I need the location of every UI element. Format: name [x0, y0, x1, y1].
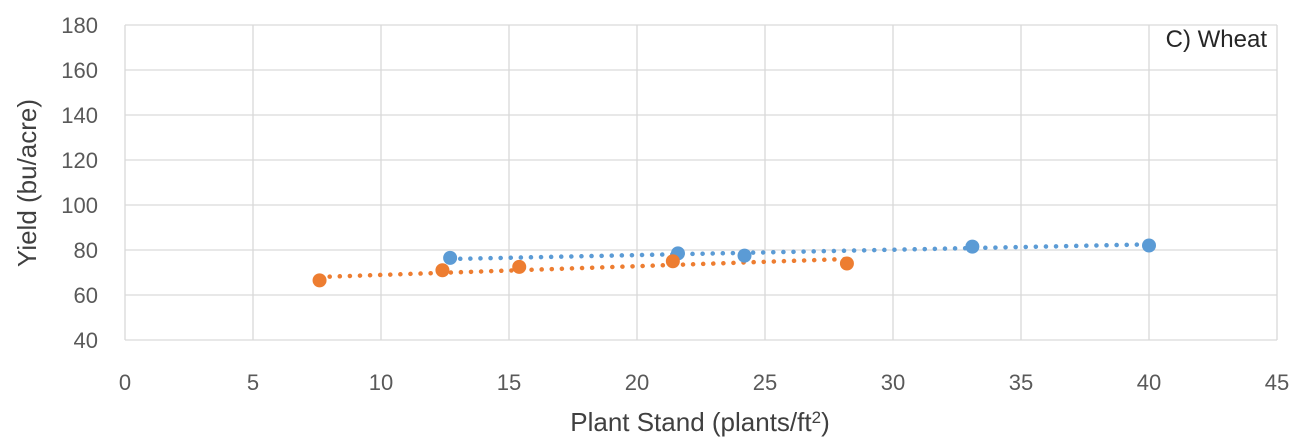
x-tick-label: 0 [119, 370, 131, 395]
gridlines [124, 24, 1278, 341]
trendlines [317, 242, 1152, 280]
chart-title: C) Wheat [1166, 26, 1268, 53]
data-point-series-1 [965, 239, 980, 254]
x-tick-label: 5 [247, 370, 259, 395]
x-tick-label: 20 [625, 370, 649, 395]
x-axis-label-superscript: 2 [812, 408, 821, 427]
y-tick-label: 120 [61, 148, 98, 173]
x-axis-label-main: Plant Stand (plants/ft [570, 407, 812, 437]
y-tick-label: 180 [61, 13, 98, 38]
data-point-series-2 [312, 273, 327, 288]
data-point-series-2 [665, 254, 680, 269]
data-point-series-2 [435, 263, 450, 278]
data-points [312, 238, 1156, 288]
x-tick-label: 30 [881, 370, 905, 395]
y-tick-label: 40 [74, 328, 98, 353]
data-point-series-2 [839, 256, 854, 271]
y-tick-label: 60 [74, 283, 98, 308]
trendline-series-1 [447, 242, 1152, 262]
y-tick-label: 140 [61, 103, 98, 128]
x-tick-label: 25 [753, 370, 777, 395]
x-tick-label: 15 [497, 370, 521, 395]
y-axis-label: Yield (bu/acre) [12, 99, 42, 267]
data-point-series-1 [443, 250, 458, 265]
data-point-series-1 [1142, 238, 1156, 253]
x-tick-label: 35 [1009, 370, 1033, 395]
trendline-series-2 [317, 256, 850, 280]
data-point-series-2 [512, 259, 527, 274]
x-tick-label: 45 [1265, 370, 1289, 395]
data-point-series-1 [737, 248, 752, 263]
x-axis-label-close: ) [821, 407, 830, 437]
y-tick-label: 100 [61, 193, 98, 218]
x-tick-label: 40 [1137, 370, 1161, 395]
y-tick-label: 80 [74, 238, 98, 263]
x-axis-label: Plant Stand (plants/ft2) [570, 407, 830, 437]
y-axis-ticks: 40 60 80 100 120 140 160 180 [61, 13, 98, 353]
x-tick-label: 10 [369, 370, 393, 395]
y-tick-label: 160 [61, 58, 98, 83]
x-axis-ticks: 0 5 10 15 20 25 30 35 40 45 [119, 370, 1289, 395]
